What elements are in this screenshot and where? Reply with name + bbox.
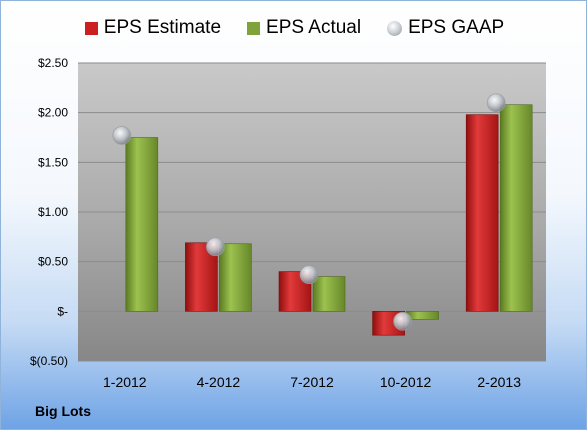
legend-swatch-estimate xyxy=(84,21,98,35)
gaap-marker xyxy=(299,265,319,284)
company-name: Big Lots xyxy=(35,403,91,419)
gaap-markers xyxy=(112,93,506,331)
legend-swatch-actual xyxy=(247,21,261,35)
gaap-marker xyxy=(205,237,225,257)
y-tick-label: $2.00 xyxy=(38,106,68,120)
y-axis-labels: $2.50 $2.00 $1.50 $1.00 $0.50 $- $(0.50) xyxy=(30,56,68,368)
bar-eps-actual xyxy=(312,276,346,312)
x-axis-labels: 1-2012 4-2012 7-2012 10-2012 2-2013 xyxy=(103,374,521,390)
gaap-marker xyxy=(112,126,132,145)
legend-item-gaap: EPS GAAP xyxy=(387,17,504,39)
x-tick-label: 1-2012 xyxy=(103,374,147,390)
bar-eps-actual xyxy=(219,243,252,312)
x-tick-label: 7-2012 xyxy=(290,374,334,390)
y-tick-label: $0.50 xyxy=(38,255,68,269)
x-tick-label: 10-2012 xyxy=(380,374,432,390)
bar-eps-actual xyxy=(499,104,533,312)
y-tick-label: $1.00 xyxy=(38,205,68,219)
x-tick-label: 4-2012 xyxy=(197,374,241,390)
bar-eps-estimate xyxy=(465,114,499,312)
bar-eps-actual xyxy=(125,137,159,312)
y-tick-label: $2.50 xyxy=(38,56,68,70)
bars xyxy=(125,104,533,336)
gaap-marker xyxy=(486,93,506,113)
legend-swatch-gaap xyxy=(387,20,403,36)
legend: EPS Estimate EPS Actual EPS GAAP xyxy=(1,17,586,39)
y-tick-label: $- xyxy=(57,304,68,318)
legend-item-actual: EPS Actual xyxy=(247,17,361,39)
y-tick-label: $(0.50) xyxy=(30,354,68,368)
y-tick-label: $1.50 xyxy=(38,155,68,169)
legend-label-gaap: EPS GAAP xyxy=(408,17,505,38)
x-tick-label: 2-2013 xyxy=(477,374,521,390)
legend-item-estimate: EPS Estimate xyxy=(84,17,222,39)
legend-label-estimate: EPS Estimate xyxy=(103,17,222,38)
legend-label-actual: EPS Actual xyxy=(266,17,362,38)
gaap-marker xyxy=(393,311,413,331)
